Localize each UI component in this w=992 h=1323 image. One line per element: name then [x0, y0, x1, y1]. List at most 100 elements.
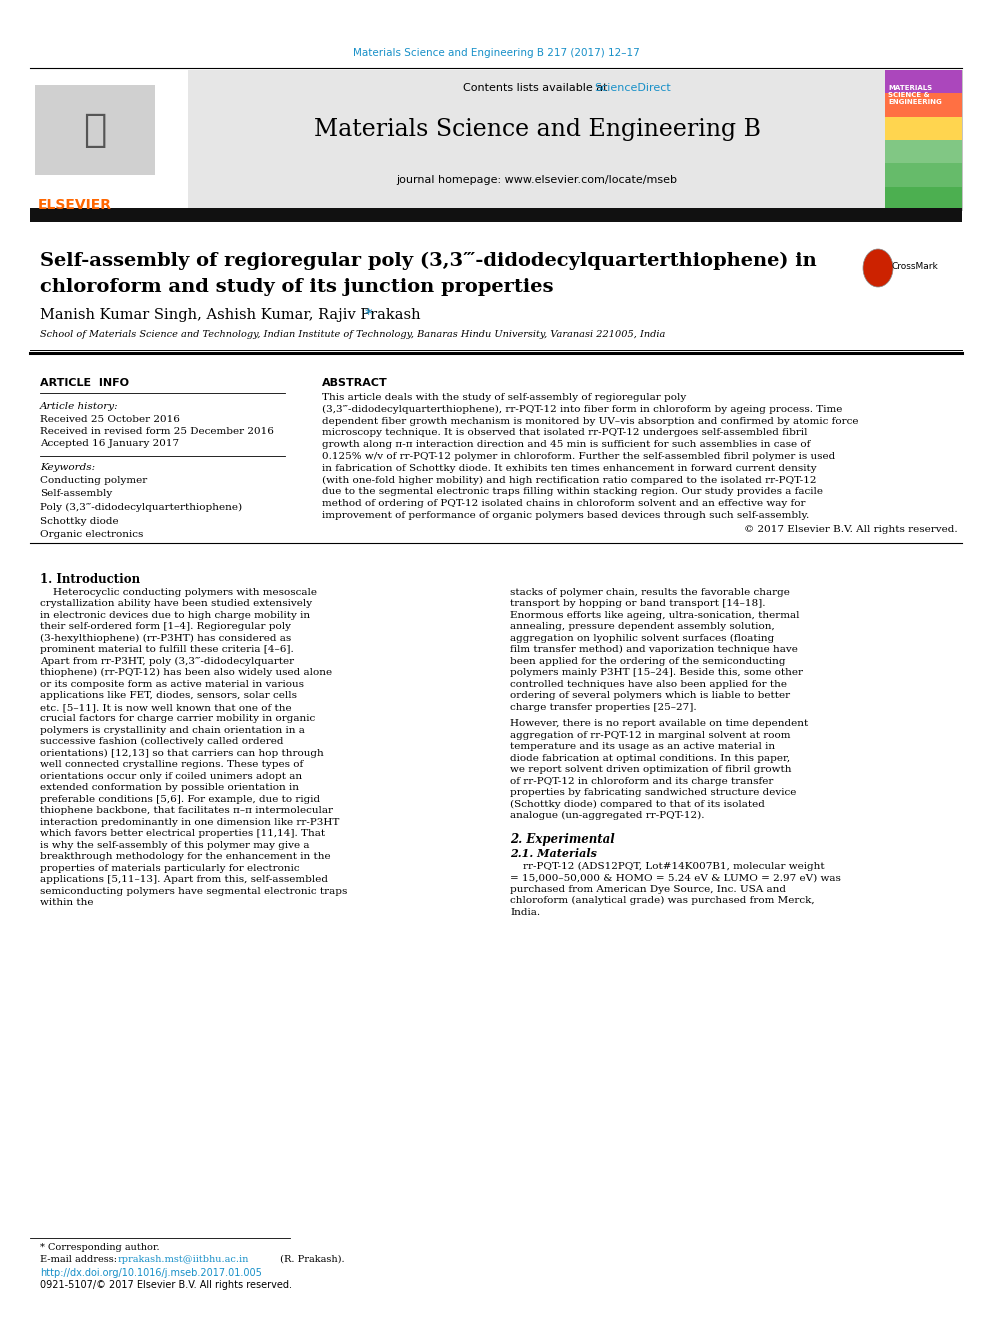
Text: (3,3‴-didodecylquarterthiophene), rr-PQT-12 into fiber form in chloroform by age: (3,3‴-didodecylquarterthiophene), rr-PQT… — [322, 405, 842, 414]
Text: * Corresponding author.: * Corresponding author. — [40, 1244, 160, 1252]
Text: rr-PQT-12 (ADS12PQT, Lot#14K007B1, molecular weight: rr-PQT-12 (ADS12PQT, Lot#14K007B1, molec… — [510, 861, 824, 871]
Text: properties of materials particularly for electronic: properties of materials particularly for… — [40, 864, 300, 873]
Text: orientations occur only if coiled unimers adopt an: orientations occur only if coiled unimer… — [40, 771, 303, 781]
Text: aggregation on lyophilic solvent surfaces (floating: aggregation on lyophilic solvent surface… — [510, 634, 774, 643]
Text: India.: India. — [510, 908, 540, 917]
Text: growth along π-π interaction direction and 45 min is sufficient for such assembl: growth along π-π interaction direction a… — [322, 441, 810, 450]
Text: transport by hopping or band transport [14–18].: transport by hopping or band transport [… — [510, 599, 766, 609]
Text: Accepted 16 January 2017: Accepted 16 January 2017 — [40, 439, 180, 448]
Text: journal homepage: www.elsevier.com/locate/mseb: journal homepage: www.elsevier.com/locat… — [397, 175, 678, 185]
Text: polymers is crystallinity and chain orientation in a: polymers is crystallinity and chain orie… — [40, 726, 305, 734]
Text: due to the segmental electronic traps filling within stacking region. Our study : due to the segmental electronic traps fi… — [322, 487, 823, 496]
Text: etc. [5–11]. It is now well known that one of the: etc. [5–11]. It is now well known that o… — [40, 703, 292, 712]
Text: 🌳: 🌳 — [83, 111, 107, 149]
Bar — [885, 163, 962, 187]
Text: ELSEVIER: ELSEVIER — [38, 198, 112, 212]
Text: © 2017 Elsevier B.V. All rights reserved.: © 2017 Elsevier B.V. All rights reserved… — [744, 525, 958, 533]
Text: Apart from rr-P3HT, poly (3,3‴-didodecylquarter: Apart from rr-P3HT, poly (3,3‴-didodecyl… — [40, 656, 294, 665]
Bar — [35, 85, 155, 175]
Text: Contents lists available at: Contents lists available at — [463, 83, 611, 93]
Text: http://dx.doi.org/10.1016/j.mseb.2017.01.005: http://dx.doi.org/10.1016/j.mseb.2017.01… — [40, 1267, 262, 1278]
Text: interaction predominantly in one dimension like rr-P3HT: interaction predominantly in one dimensi… — [40, 818, 339, 827]
Text: microscopy technique. It is observed that isolated rr-PQT-12 undergoes self-asse: microscopy technique. It is observed tha… — [322, 429, 807, 438]
Text: = 15,000–50,000 & HOMO = 5.24 eV & LUMO = 2.97 eV) was: = 15,000–50,000 & HOMO = 5.24 eV & LUMO … — [510, 873, 841, 882]
Text: This article deals with the study of self-assembly of regioregular poly: This article deals with the study of sel… — [322, 393, 686, 402]
Text: their self-ordered form [1–4]. Regioregular poly: their self-ordered form [1–4]. Regioregu… — [40, 622, 291, 631]
Text: purchased from American Dye Source, Inc. USA and: purchased from American Dye Source, Inc.… — [510, 885, 786, 894]
Bar — [885, 187, 962, 210]
Text: prominent material to fulfill these criteria [4–6].: prominent material to fulfill these crit… — [40, 646, 294, 655]
Text: chloroform and study of its junction properties: chloroform and study of its junction pro… — [40, 278, 554, 296]
Text: Enormous efforts like ageing, ultra-sonication, thermal: Enormous efforts like ageing, ultra-soni… — [510, 611, 800, 619]
Text: film transfer method) and vaporization technique have: film transfer method) and vaporization t… — [510, 646, 798, 655]
Text: which favors better electrical properties [11,14]. That: which favors better electrical propertie… — [40, 830, 325, 839]
Text: Received in revised form 25 December 2016: Received in revised form 25 December 201… — [40, 427, 274, 437]
Text: MATERIALS
SCIENCE &
ENGINEERING: MATERIALS SCIENCE & ENGINEERING — [888, 85, 941, 105]
Bar — [885, 140, 962, 163]
Bar — [885, 70, 962, 210]
Text: Self-assembly: Self-assembly — [40, 490, 112, 499]
Text: in electronic devices due to high charge mobility in: in electronic devices due to high charge… — [40, 611, 310, 619]
Text: School of Materials Science and Technology, Indian Institute of Technology, Bana: School of Materials Science and Technolo… — [40, 329, 666, 339]
Text: *: * — [365, 308, 372, 321]
Text: (Schottky diode) compared to that of its isolated: (Schottky diode) compared to that of its… — [510, 800, 765, 808]
Text: analogue (un-aggregated rr-PQT-12).: analogue (un-aggregated rr-PQT-12). — [510, 811, 704, 820]
Ellipse shape — [863, 249, 893, 287]
Text: However, there is no report available on time dependent: However, there is no report available on… — [510, 720, 808, 728]
Bar — [188, 70, 885, 210]
Text: orientations) [12,13] so that carriers can hop through: orientations) [12,13] so that carriers c… — [40, 749, 323, 758]
Text: Conducting polymer: Conducting polymer — [40, 476, 147, 486]
Text: crucial factors for charge carrier mobility in organic: crucial factors for charge carrier mobil… — [40, 714, 315, 724]
Text: Materials Science and Engineering B 217 (2017) 12–17: Materials Science and Engineering B 217 … — [352, 48, 640, 58]
Text: thiophene) (rr-PQT-12) has been also widely used alone: thiophene) (rr-PQT-12) has been also wid… — [40, 668, 332, 677]
Text: Article history:: Article history: — [40, 402, 119, 411]
Text: Organic electronics: Organic electronics — [40, 531, 144, 538]
Bar — [885, 94, 962, 116]
Text: semiconducting polymers have segmental electronic traps: semiconducting polymers have segmental e… — [40, 886, 347, 896]
Text: is why the self-assembly of this polymer may give a: is why the self-assembly of this polymer… — [40, 841, 310, 849]
Text: properties by fabricating sandwiched structure device: properties by fabricating sandwiched str… — [510, 789, 797, 798]
Text: Keywords:: Keywords: — [40, 463, 95, 472]
Text: E-mail address:: E-mail address: — [40, 1256, 120, 1263]
Text: 1. Introduction: 1. Introduction — [40, 573, 140, 586]
Text: (R. Prakash).: (R. Prakash). — [277, 1256, 344, 1263]
Text: rprakash.mst@iitbhu.ac.in: rprakash.mst@iitbhu.ac.in — [118, 1256, 249, 1263]
Bar — [30, 70, 188, 210]
Text: Heterocyclic conducting polymers with mesoscale: Heterocyclic conducting polymers with me… — [40, 587, 317, 597]
Text: or its composite form as active material in various: or its composite form as active material… — [40, 680, 304, 689]
Text: Self-assembly of regioregular poly (3,3‴-didodecylquarterthiophene) in: Self-assembly of regioregular poly (3,3‴… — [40, 251, 816, 270]
Text: ABSTRACT: ABSTRACT — [322, 378, 388, 388]
Text: extended conformation by possible orientation in: extended conformation by possible orient… — [40, 783, 299, 792]
Text: well connected crystalline regions. These types of: well connected crystalline regions. Thes… — [40, 761, 304, 769]
Text: controlled techniques have also been applied for the: controlled techniques have also been app… — [510, 680, 787, 689]
Text: method of ordering of PQT-12 isolated chains in chloroform solvent and an effect: method of ordering of PQT-12 isolated ch… — [322, 499, 806, 508]
Text: Manish Kumar Singh, Ashish Kumar, Rajiv Prakash: Manish Kumar Singh, Ashish Kumar, Rajiv … — [40, 308, 421, 321]
Text: ScienceDirect: ScienceDirect — [594, 83, 671, 93]
Text: 2. Experimental: 2. Experimental — [510, 832, 615, 845]
Text: Materials Science and Engineering B: Materials Science and Engineering B — [313, 118, 761, 142]
Text: Poly (3,3‴-didodecylquarterthiophene): Poly (3,3‴-didodecylquarterthiophene) — [40, 503, 242, 512]
Bar — [885, 116, 962, 140]
Text: Received 25 October 2016: Received 25 October 2016 — [40, 415, 180, 423]
Text: 0.125% w/v of rr-PQT-12 polymer in chloroform. Further the self-assembled fibril: 0.125% w/v of rr-PQT-12 polymer in chlor… — [322, 452, 835, 460]
Text: applications like FET, diodes, sensors, solar cells: applications like FET, diodes, sensors, … — [40, 692, 297, 700]
Text: charge transfer properties [25–27].: charge transfer properties [25–27]. — [510, 703, 696, 712]
Text: within the: within the — [40, 898, 93, 908]
Text: (3-hexylthiophene) (rr-P3HT) has considered as: (3-hexylthiophene) (rr-P3HT) has conside… — [40, 634, 292, 643]
Text: temperature and its usage as an active material in: temperature and its usage as an active m… — [510, 742, 775, 751]
Text: ordering of several polymers which is liable to better: ordering of several polymers which is li… — [510, 692, 790, 700]
Text: polymers mainly P3HT [15–24]. Beside this, some other: polymers mainly P3HT [15–24]. Beside thi… — [510, 668, 803, 677]
Text: been applied for the ordering of the semiconducting: been applied for the ordering of the sem… — [510, 656, 786, 665]
Text: thiophene backbone, that facilitates π–π intermolecular: thiophene backbone, that facilitates π–π… — [40, 806, 333, 815]
Text: of rr-PQT-12 in chloroform and its charge transfer: of rr-PQT-12 in chloroform and its charg… — [510, 777, 774, 786]
Text: 2.1. Materials: 2.1. Materials — [510, 848, 597, 859]
Text: aggregation of rr-PQT-12 in marginal solvent at room: aggregation of rr-PQT-12 in marginal sol… — [510, 730, 791, 740]
Text: successive fashion (collectively called ordered: successive fashion (collectively called … — [40, 737, 284, 746]
Text: annealing, pressure dependent assembly solution,: annealing, pressure dependent assembly s… — [510, 622, 775, 631]
Bar — [885, 70, 962, 94]
Text: diode fabrication at optimal conditions. In this paper,: diode fabrication at optimal conditions.… — [510, 754, 790, 763]
Text: stacks of polymer chain, results the favorable charge: stacks of polymer chain, results the fav… — [510, 587, 790, 597]
Bar — [30, 208, 962, 222]
Text: improvement of performance of organic polymers based devices through such self-a: improvement of performance of organic po… — [322, 511, 809, 520]
Text: we report solvent driven optimization of fibril growth: we report solvent driven optimization of… — [510, 765, 792, 774]
